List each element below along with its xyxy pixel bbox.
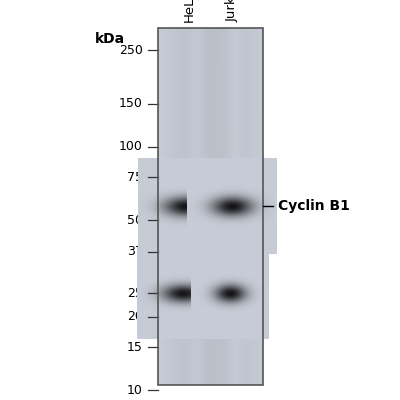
Text: kDa: kDa <box>95 32 125 46</box>
Text: 150: 150 <box>119 98 143 110</box>
Text: 15: 15 <box>127 341 143 354</box>
Text: Jurkat: Jurkat <box>226 0 238 22</box>
Text: 100: 100 <box>119 140 143 153</box>
Text: 250: 250 <box>119 44 143 56</box>
Text: 25: 25 <box>127 287 143 300</box>
Text: HeLa: HeLa <box>182 0 196 22</box>
Text: 75: 75 <box>127 171 143 184</box>
Text: 10: 10 <box>127 384 143 396</box>
Text: Cyclin B1: Cyclin B1 <box>278 199 350 213</box>
Bar <box>158 28 263 385</box>
Text: 50: 50 <box>127 214 143 226</box>
Text: 20: 20 <box>127 310 143 323</box>
Text: 37: 37 <box>127 245 143 258</box>
